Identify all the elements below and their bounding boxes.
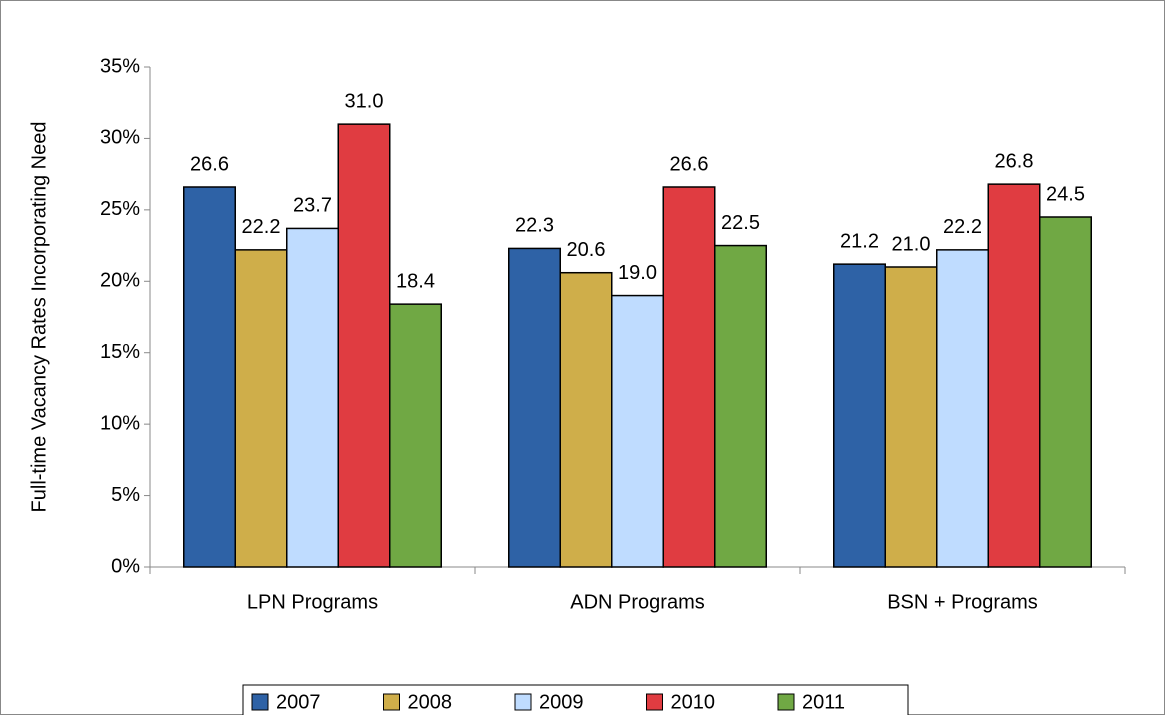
bar	[286, 227, 339, 568]
bar	[936, 249, 989, 568]
legend-label: 2010	[671, 691, 716, 713]
data-label: 22.5	[721, 212, 760, 234]
data-label: 21.2	[840, 230, 879, 252]
bar	[662, 186, 716, 568]
x-tick-label: LPN Programs	[247, 591, 378, 613]
bar	[389, 303, 442, 568]
data-label: 26.8	[995, 150, 1034, 172]
data-label: 31.0	[345, 90, 384, 112]
bar	[183, 186, 236, 568]
bar	[559, 271, 613, 568]
y-tick-label: 5%	[111, 484, 140, 506]
bar	[508, 247, 561, 568]
legend-label: 2011	[802, 691, 845, 713]
legend-swatch	[777, 693, 795, 711]
y-tick-label: 15%	[100, 341, 140, 363]
legend-label: 2007	[276, 691, 321, 713]
y-tick-label: 30%	[100, 127, 140, 149]
data-label: 20.6	[567, 239, 606, 261]
data-label: 19.0	[618, 262, 657, 284]
data-label: 22.2	[943, 216, 982, 238]
legend-label: 2009	[539, 691, 584, 713]
x-tick-label: ADN Programs	[570, 591, 704, 613]
data-label: 18.4	[396, 270, 435, 292]
legend-swatch	[646, 693, 663, 711]
data-label: 26.6	[670, 153, 709, 175]
data-label: 26.6	[190, 153, 229, 175]
data-label: 24.5	[1046, 183, 1085, 205]
bar	[611, 294, 664, 568]
bar	[987, 183, 1041, 568]
legend-swatch	[383, 693, 400, 711]
y-tick-label: 20%	[100, 270, 140, 292]
y-tick-label: 35%	[100, 55, 140, 77]
legend-box	[242, 684, 909, 720]
bar	[833, 263, 886, 568]
bar	[234, 249, 288, 568]
bar	[1039, 216, 1092, 568]
bar	[337, 123, 391, 568]
x-tick-label: BSN + Programs	[887, 591, 1038, 613]
data-label: 22.2	[242, 216, 281, 238]
legend-swatch	[514, 693, 532, 711]
bar	[884, 266, 938, 568]
y-axis-title: Full-time Vacancy Rates Incorporating Ne…	[28, 122, 50, 513]
y-tick-label: 25%	[100, 198, 140, 220]
legend-swatch	[251, 693, 269, 711]
data-label: 22.3	[515, 215, 554, 237]
y-tick-label: 0%	[111, 555, 140, 577]
legend-label: 2008	[408, 691, 453, 713]
data-label: 21.0	[892, 233, 931, 255]
y-tick-label: 10%	[100, 412, 140, 434]
bar	[714, 244, 767, 568]
data-label: 23.7	[293, 195, 332, 217]
